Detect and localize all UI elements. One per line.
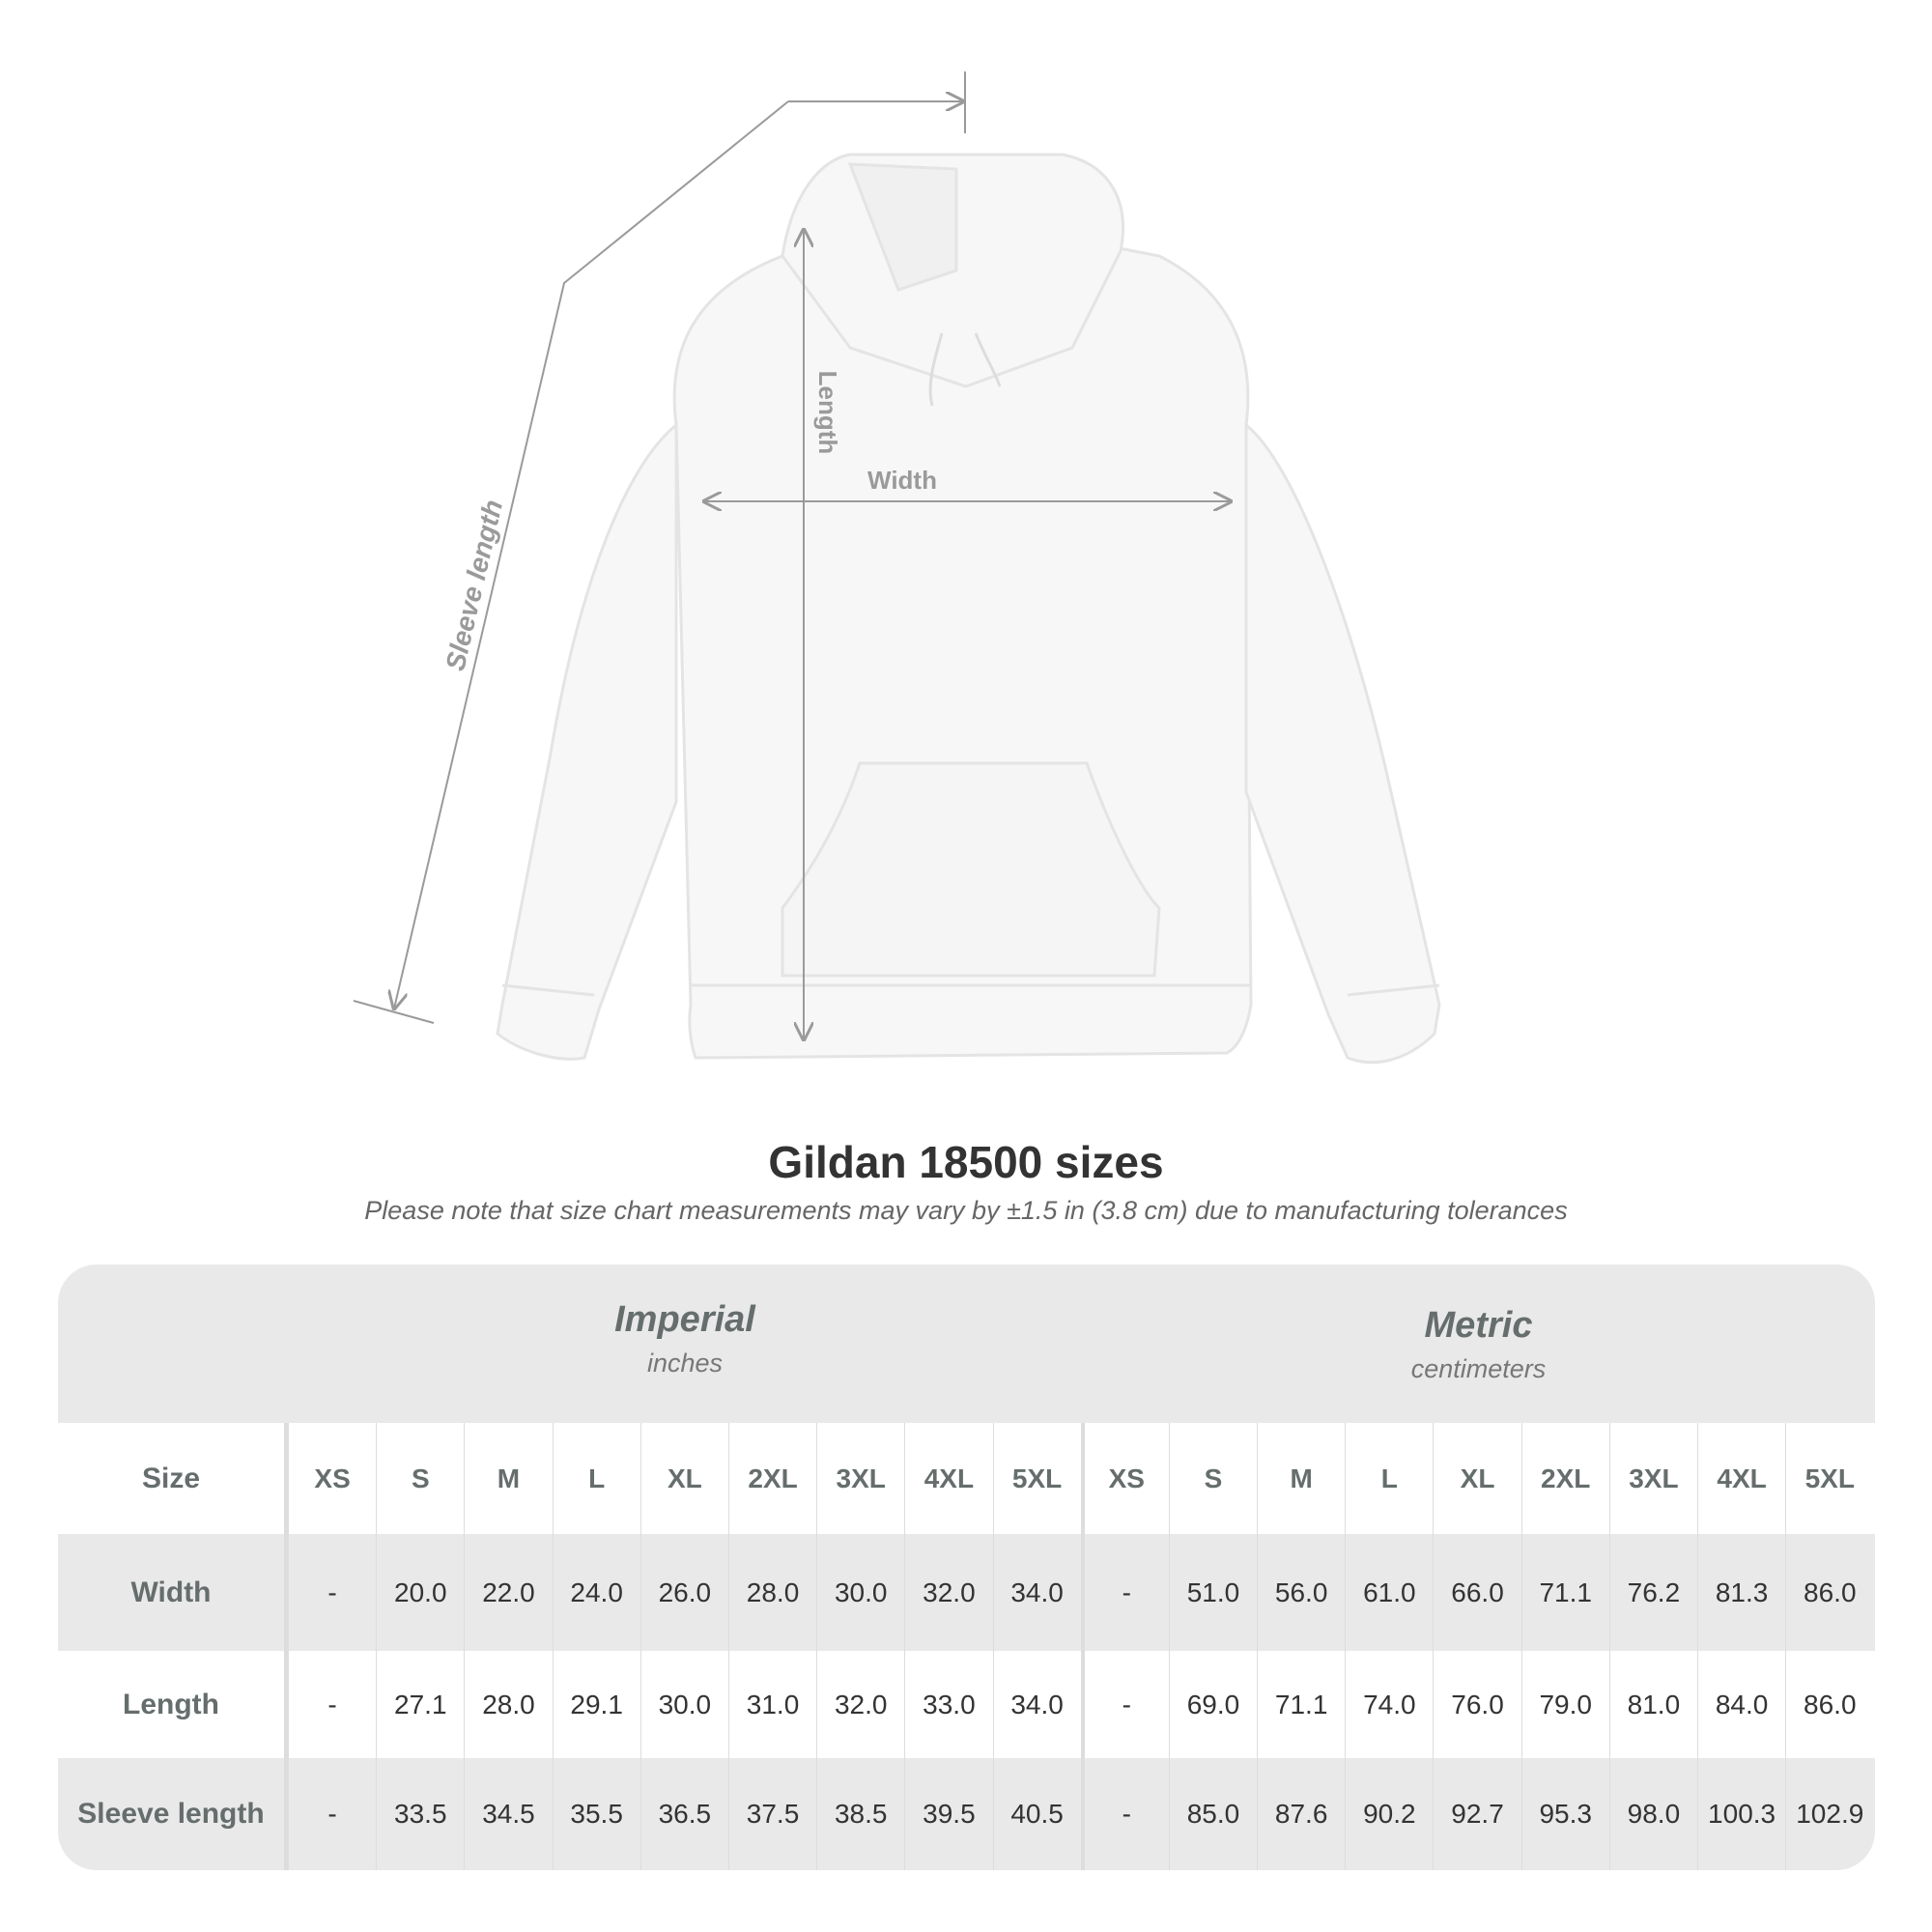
imperial-value-cell: 34.5: [464, 1758, 552, 1870]
imperial-size-header: L: [552, 1423, 640, 1534]
size-header-row: Size XS S M L XL 2XL 3XL 4XL 5XL XS S M L XL 2XL 3XL 4XL 5…: [58, 1423, 1875, 1534]
imperial-title: Imperial: [614, 1299, 755, 1340]
metric-value-cell: 66.0: [1433, 1534, 1520, 1651]
row-label: Length: [58, 1651, 288, 1758]
imperial-value-cell: 26.0: [639, 1534, 728, 1651]
imperial-value-cell: 28.0: [464, 1651, 552, 1758]
imperial-size-header: S: [376, 1423, 464, 1534]
metric-size-header: 5XL: [1785, 1423, 1873, 1534]
imperial-value-cell: -: [288, 1651, 376, 1758]
metric-header: Metric centimeters: [1082, 1305, 1875, 1384]
imperial-value-cell: 35.5: [552, 1758, 640, 1870]
imperial-size-header: XL: [639, 1423, 728, 1534]
hoodie-illustration: Length Width Sleeve length: [353, 71, 1441, 1065]
sleeve-length-label: Sleeve length: [440, 497, 508, 673]
metric-value-cell: 81.0: [1608, 1651, 1697, 1758]
metric-value-cell: 81.3: [1697, 1534, 1785, 1651]
imperial-value-cell: -: [288, 1534, 376, 1651]
imperial-value-cell: 40.5: [992, 1758, 1081, 1870]
metric-value-cell: 74.0: [1345, 1651, 1433, 1758]
table-row: Sleeve length -33.5 34.5 35.5 36.5 37.5 38.5 39…: [58, 1758, 1875, 1870]
row-label: Size: [58, 1423, 288, 1534]
imperial-value-cell: 39.5: [904, 1758, 992, 1870]
metric-value-cell: 71.1: [1257, 1651, 1345, 1758]
metric-value-cell: 98.0: [1608, 1758, 1697, 1870]
size-table: Imperial inches Metric centimeters Size X…: [58, 1264, 1875, 1870]
metric-value-cell: 90.2: [1345, 1758, 1433, 1870]
metric-value-cell: 56.0: [1257, 1534, 1345, 1651]
metric-size-header: M: [1257, 1423, 1345, 1534]
metric-size-header: XS: [1080, 1423, 1169, 1534]
imperial-unit: inches: [646, 1349, 724, 1378]
row-label: Width: [58, 1534, 288, 1651]
metric-value-cell: 51.0: [1168, 1534, 1257, 1651]
metric-value-cell: 100.3: [1697, 1758, 1785, 1870]
imperial-value-cell: 28.0: [727, 1534, 816, 1651]
metric-value-cell: 102.9: [1785, 1758, 1873, 1870]
metric-value-cell: 79.0: [1520, 1651, 1609, 1758]
metric-value-cell: 61.0: [1345, 1534, 1433, 1651]
imperial-value-cell: -: [288, 1758, 376, 1870]
imperial-value-cell: 31.0: [727, 1651, 816, 1758]
width-label: Width: [867, 466, 937, 495]
metric-value-cell: 71.1: [1520, 1534, 1609, 1651]
metric-size-header: 3XL: [1608, 1423, 1697, 1534]
imperial-value-cell: 38.5: [816, 1758, 904, 1870]
imperial-header: Imperial inches: [288, 1299, 1082, 1378]
imperial-value-cell: 20.0: [376, 1534, 464, 1651]
metric-size-header: 2XL: [1520, 1423, 1609, 1534]
hoodie-shape: [496, 153, 1441, 1065]
imperial-value-cell: 30.0: [816, 1534, 904, 1651]
metric-value-cell: 76.0: [1433, 1651, 1520, 1758]
metric-value-cell: 85.0: [1168, 1758, 1257, 1870]
imperial-value-cell: 37.5: [727, 1758, 816, 1870]
metric-size-header: S: [1168, 1423, 1257, 1534]
metric-unit: centimeters: [1410, 1354, 1547, 1383]
imperial-value-cell: 24.0: [552, 1534, 640, 1651]
metric-size-header: L: [1345, 1423, 1433, 1534]
imperial-size-header: 4XL: [904, 1423, 992, 1534]
metric-value-cell: -: [1080, 1758, 1169, 1870]
metric-value-cell: -: [1080, 1651, 1169, 1758]
imperial-value-cell: 34.0: [992, 1534, 1081, 1651]
imperial-value-cell: 34.0: [992, 1651, 1081, 1758]
imperial-value-cell: 30.0: [639, 1651, 728, 1758]
metric-value-cell: 92.7: [1433, 1758, 1520, 1870]
length-label: Length: [813, 371, 842, 455]
imperial-value-cell: 32.0: [816, 1651, 904, 1758]
imperial-size-header: M: [464, 1423, 552, 1534]
measurement-lines: [353, 71, 1231, 1039]
metric-title: Metric: [1424, 1305, 1533, 1346]
table-row: Width -20.0 22.0 24.0 26.0 28.0 30.0 32.0 34.0-5…: [58, 1534, 1875, 1651]
page-title: Gildan 18500 sizes: [768, 1137, 1164, 1187]
metric-value-cell: -: [1080, 1534, 1169, 1651]
imperial-size-header: 2XL: [727, 1423, 816, 1534]
imperial-value-cell: 29.1: [552, 1651, 640, 1758]
imperial-size-header: XS: [288, 1423, 376, 1534]
metric-value-cell: 86.0: [1785, 1651, 1873, 1758]
imperial-value-cell: 32.0: [904, 1534, 992, 1651]
row-label: Sleeve length: [58, 1758, 288, 1870]
imperial-value-cell: 27.1: [376, 1651, 464, 1758]
metric-value-cell: 84.0: [1697, 1651, 1785, 1758]
table-header-band: [58, 1264, 1875, 1423]
metric-value-cell: 69.0: [1168, 1651, 1257, 1758]
imperial-size-header: 5XL: [992, 1423, 1081, 1534]
metric-value-cell: 76.2: [1608, 1534, 1697, 1651]
imperial-value-cell: 33.5: [376, 1758, 464, 1870]
metric-value-cell: 95.3: [1520, 1758, 1609, 1870]
metric-size-header: XL: [1433, 1423, 1520, 1534]
imperial-value-cell: 36.5: [639, 1758, 728, 1870]
tolerance-note: Please note that size chart measurements…: [364, 1196, 1568, 1225]
metric-size-header: 4XL: [1697, 1423, 1785, 1534]
imperial-value-cell: 22.0: [464, 1534, 552, 1651]
metric-value-cell: 86.0: [1785, 1534, 1873, 1651]
metric-value-cell: 87.6: [1257, 1758, 1345, 1870]
table-row: Length -27.1 28.0 29.1 30.0 31.0 32.0 33.0 34.0-…: [58, 1651, 1875, 1758]
imperial-value-cell: 33.0: [904, 1651, 992, 1758]
imperial-size-header: 3XL: [816, 1423, 904, 1534]
